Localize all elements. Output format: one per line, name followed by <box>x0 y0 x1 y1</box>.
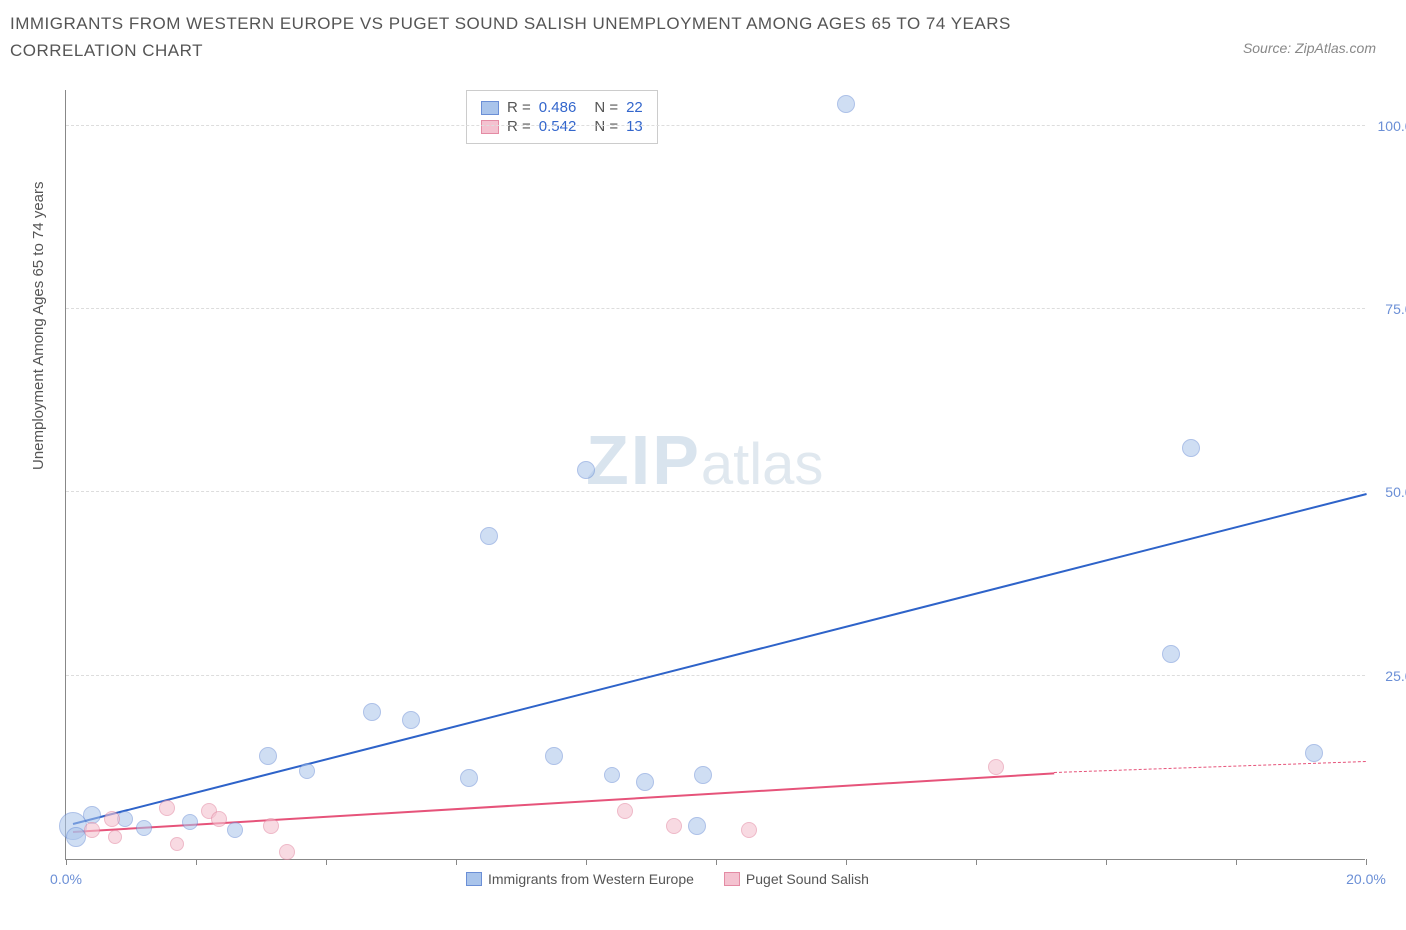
x-tick <box>1106 859 1107 865</box>
data-point-western_europe[interactable] <box>545 747 563 765</box>
x-tick-label: 0.0% <box>50 871 82 887</box>
trend-line-dashed <box>1054 761 1366 773</box>
data-point-western_europe[interactable] <box>577 461 595 479</box>
gridline <box>66 675 1365 676</box>
data-point-western_europe[interactable] <box>182 814 198 830</box>
legend-label-series2: Puget Sound Salish <box>746 871 869 887</box>
y-tick-label: 25.0% <box>1385 668 1406 684</box>
plot-area: ZIPatlas R = 0.486 N = 22 R = 0.542 N = … <box>65 90 1365 860</box>
legend-row-series1: R = 0.486 N = 22 <box>481 99 643 116</box>
x-tick <box>456 859 457 865</box>
y-tick-label: 75.0% <box>1385 301 1406 317</box>
x-tick-label: 20.0% <box>1346 871 1386 887</box>
n-value-series1: 22 <box>626 99 643 116</box>
data-point-western_europe[interactable] <box>66 827 86 847</box>
r-value-series2: 0.542 <box>539 118 577 135</box>
n-label: N = <box>594 118 618 135</box>
data-point-puget_sound[interactable] <box>666 818 682 834</box>
data-point-puget_sound[interactable] <box>211 811 227 827</box>
x-tick <box>66 859 67 865</box>
source-prefix: Source: <box>1243 40 1295 56</box>
data-point-western_europe[interactable] <box>227 822 243 838</box>
data-point-western_europe[interactable] <box>688 817 706 835</box>
legend-label-series1: Immigrants from Western Europe <box>488 871 694 887</box>
watermark-atlas: atlas <box>701 432 824 497</box>
data-point-western_europe[interactable] <box>460 769 478 787</box>
data-point-puget_sound[interactable] <box>988 759 1004 775</box>
r-value-series1: 0.486 <box>539 99 577 116</box>
gridline <box>66 125 1365 126</box>
data-point-western_europe[interactable] <box>636 773 654 791</box>
data-point-western_europe[interactable] <box>402 711 420 729</box>
data-point-western_europe[interactable] <box>604 767 620 783</box>
n-value-series2: 13 <box>626 118 643 135</box>
gridline <box>66 491 1365 492</box>
x-tick <box>326 859 327 865</box>
x-tick <box>716 859 717 865</box>
chart-title: IMMIGRANTS FROM WESTERN EUROPE VS PUGET … <box>10 10 1130 64</box>
r-label: R = <box>507 118 531 135</box>
watermark: ZIPatlas <box>586 420 823 500</box>
x-tick <box>976 859 977 865</box>
data-point-western_europe[interactable] <box>1182 439 1200 457</box>
legend-swatch-icon <box>724 872 740 886</box>
data-point-puget_sound[interactable] <box>263 818 279 834</box>
data-point-puget_sound[interactable] <box>741 822 757 838</box>
data-point-western_europe[interactable] <box>837 95 855 113</box>
x-tick <box>586 859 587 865</box>
x-tick <box>196 859 197 865</box>
data-point-western_europe[interactable] <box>363 703 381 721</box>
data-point-puget_sound[interactable] <box>170 837 184 851</box>
data-point-western_europe[interactable] <box>136 820 152 836</box>
y-axis-title: Unemployment Among Ages 65 to 74 years <box>30 181 47 470</box>
n-label: N = <box>594 99 618 116</box>
legend-row-series2: R = 0.542 N = 13 <box>481 118 643 135</box>
series-legend: Immigrants from Western Europe Puget Sou… <box>466 871 869 887</box>
watermark-zip: ZIP <box>586 421 701 499</box>
x-tick <box>846 859 847 865</box>
gridline <box>66 308 1365 309</box>
data-point-puget_sound[interactable] <box>108 830 122 844</box>
data-point-western_europe[interactable] <box>299 763 315 779</box>
legend-swatch-icon <box>466 872 482 886</box>
y-tick-label: 50.0% <box>1385 484 1406 500</box>
data-point-western_europe[interactable] <box>694 766 712 784</box>
x-tick <box>1236 859 1237 865</box>
source-name: ZipAtlas.com <box>1295 40 1376 56</box>
data-point-puget_sound[interactable] <box>279 844 295 860</box>
data-point-western_europe[interactable] <box>1305 744 1323 762</box>
legend-item-series1: Immigrants from Western Europe <box>466 871 694 887</box>
chart-container: IMMIGRANTS FROM WESTERN EUROPE VS PUGET … <box>10 10 1396 920</box>
data-point-western_europe[interactable] <box>1162 645 1180 663</box>
correlation-legend: R = 0.486 N = 22 R = 0.542 N = 13 <box>466 90 658 144</box>
x-tick <box>1366 859 1367 865</box>
legend-swatch-series2 <box>481 120 499 134</box>
legend-item-series2: Puget Sound Salish <box>724 871 869 887</box>
data-point-puget_sound[interactable] <box>159 800 175 816</box>
data-point-puget_sound[interactable] <box>104 811 120 827</box>
r-label: R = <box>507 99 531 116</box>
source-attribution: Source: ZipAtlas.com <box>1243 40 1376 56</box>
data-point-puget_sound[interactable] <box>84 822 100 838</box>
data-point-western_europe[interactable] <box>480 527 498 545</box>
y-tick-label: 100.0% <box>1378 118 1406 134</box>
data-point-western_europe[interactable] <box>259 747 277 765</box>
legend-swatch-series1 <box>481 101 499 115</box>
data-point-puget_sound[interactable] <box>617 803 633 819</box>
